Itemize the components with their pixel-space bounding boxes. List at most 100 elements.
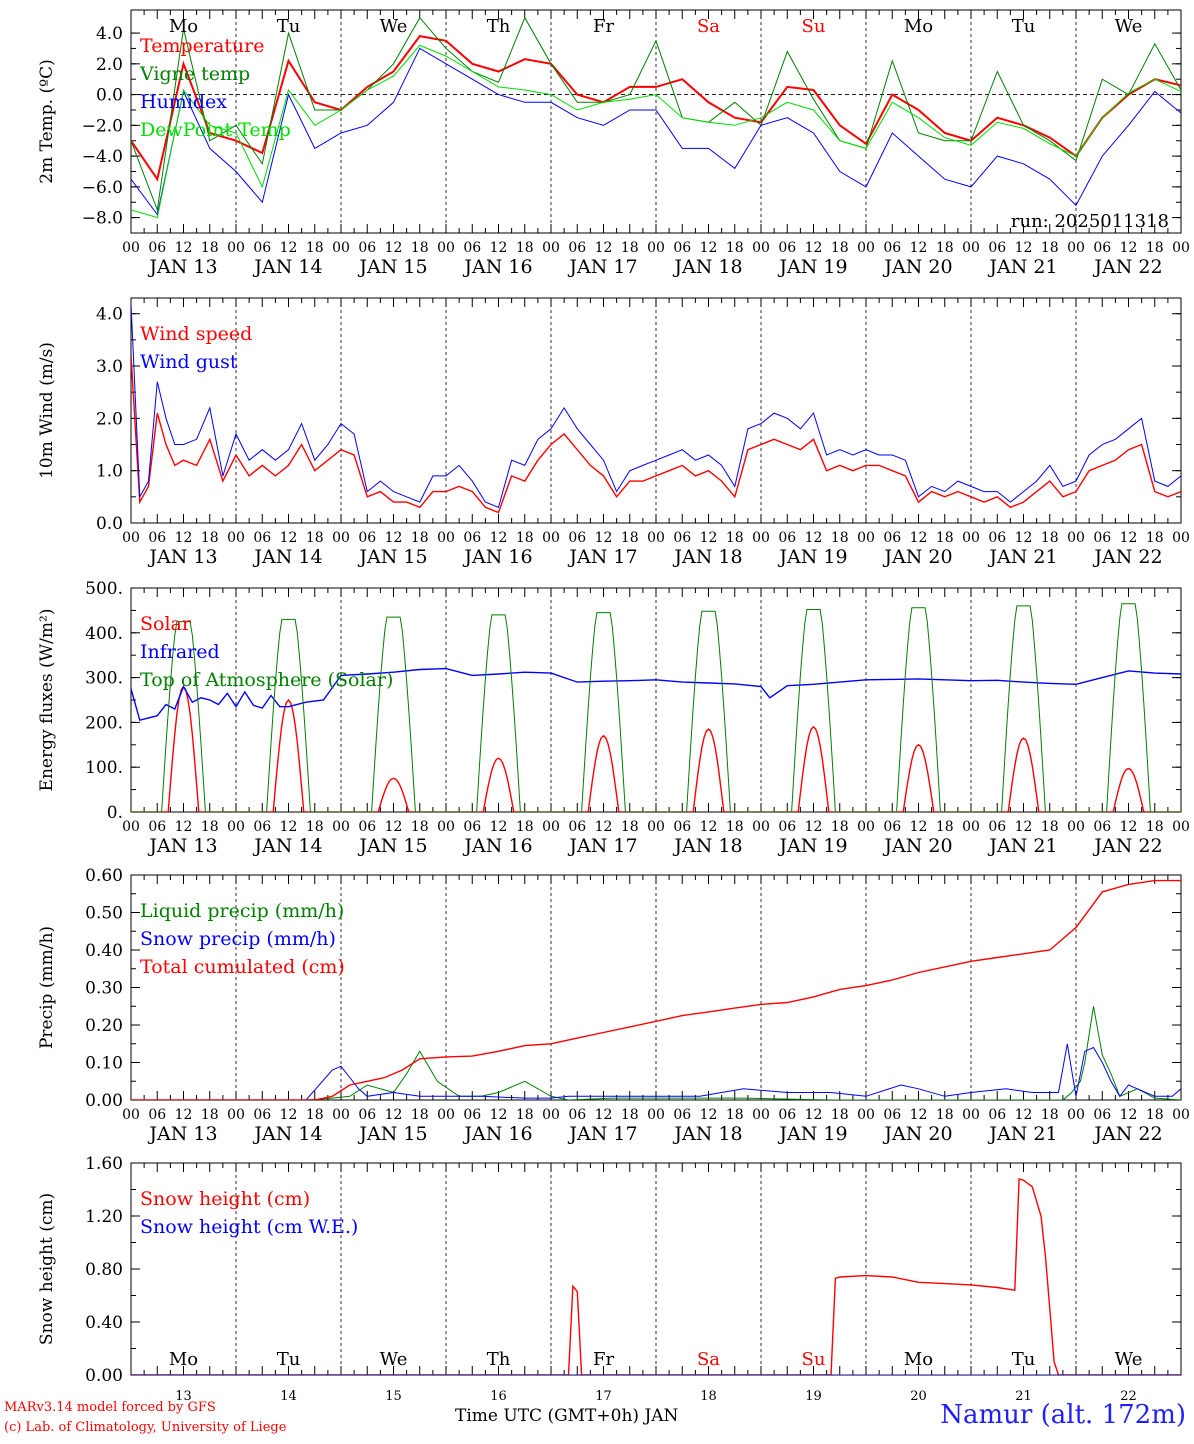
day-name-label: Sa (697, 16, 720, 37)
hour-tick-label: 06 (673, 530, 691, 546)
hour-tick-label: 00 (542, 1107, 560, 1123)
hour-tick-label: 12 (490, 240, 508, 256)
hour-tick-label: 06 (253, 240, 271, 256)
date-label: JAN 19 (777, 835, 847, 857)
hour-tick-label: 18 (621, 819, 639, 835)
y-tick-label: 3.0 (96, 357, 123, 377)
date-label: JAN 17 (567, 546, 637, 568)
day-name-label: Tu (1012, 16, 1036, 37)
hour-tick-label: 06 (148, 819, 166, 835)
hour-tick-label: 00 (962, 819, 980, 835)
hour-tick-label: 12 (700, 530, 718, 546)
y-axis-label: Energy fluxes (W/m²) (37, 609, 57, 792)
hour-tick-label: 00 (437, 1107, 455, 1123)
y-tick-label: 4.0 (96, 305, 123, 325)
day-name-label: Fr (593, 1349, 614, 1370)
hour-tick-label: 12 (490, 1107, 508, 1123)
date-label: JAN 19 (777, 1123, 847, 1145)
hour-tick-label: 18 (201, 530, 219, 546)
date-label: JAN 18 (672, 835, 742, 857)
hour-tick-label: 00 (122, 819, 140, 835)
hour-tick-label: 12 (175, 819, 193, 835)
day-number-label: 17 (595, 1389, 612, 1404)
panel-precip (130, 874, 1182, 1101)
hour-tick-label: 18 (201, 1107, 219, 1123)
date-label: JAN 15 (357, 835, 427, 857)
hour-tick-label: 06 (673, 1107, 691, 1123)
day-name-label: Mo (904, 1349, 933, 1370)
series-line (131, 16, 1181, 212)
hour-tick-label: 12 (595, 530, 613, 546)
hour-tick-label: 12 (1120, 819, 1138, 835)
hour-tick-label: 18 (1041, 819, 1059, 835)
hour-tick-label: 18 (726, 819, 744, 835)
hour-tick-label: 18 (936, 530, 954, 546)
hour-tick-label: 00 (857, 1107, 875, 1123)
hour-tick-label: 00 (227, 1107, 245, 1123)
series-line (131, 685, 1181, 812)
y-tick-label: 300. (85, 669, 123, 689)
legend-entry: Top of Atmosphere (Solar) (140, 669, 393, 691)
legend-entry: Snow height (cm W.E.) (140, 1216, 358, 1238)
hour-tick-label: 06 (673, 819, 691, 835)
hour-tick-label: 00 (227, 819, 245, 835)
series-line (131, 355, 1181, 514)
date-label: JAN 13 (147, 256, 217, 278)
date-label: JAN 22 (1092, 256, 1162, 278)
hour-tick-label: 06 (358, 819, 376, 835)
hour-tick-label: 00 (752, 530, 770, 546)
hour-tick-label: 00 (542, 530, 560, 546)
hour-tick-label: 00 (647, 1107, 665, 1123)
hour-tick-label: 00 (647, 530, 665, 546)
hour-tick-label: 00 (1067, 240, 1085, 256)
day-number-label: 20 (910, 1389, 927, 1404)
hour-tick-label: 06 (358, 1107, 376, 1123)
hour-tick-label: 12 (280, 240, 298, 256)
legend-entry: Wind speed (140, 323, 252, 345)
hour-tick-label: 06 (358, 240, 376, 256)
date-label: JAN 17 (567, 256, 637, 278)
hour-tick-label: 00 (332, 819, 350, 835)
hour-tick-label: 12 (1015, 240, 1033, 256)
date-label: JAN 14 (252, 546, 322, 568)
hour-tick-label: 06 (568, 240, 586, 256)
hour-tick-label: 18 (936, 240, 954, 256)
hour-tick-label: 00 (332, 1107, 350, 1123)
day-name-label: Fr (593, 16, 614, 37)
hour-tick-label: 00 (1172, 819, 1190, 835)
run-label: run: 2025011318 (1011, 211, 1169, 232)
legend-entry: Humidex (140, 91, 227, 113)
hour-tick-label: 06 (988, 530, 1006, 546)
hour-tick-label: 12 (385, 240, 403, 256)
date-label: JAN 19 (777, 256, 847, 278)
hour-tick-label: 06 (253, 1107, 271, 1123)
date-label: JAN 22 (1092, 1123, 1162, 1145)
hour-tick-label: 06 (778, 819, 796, 835)
series-line (131, 35, 1181, 182)
hour-tick-label: 18 (306, 530, 324, 546)
hour-tick-label: 00 (332, 530, 350, 546)
hour-tick-label: 18 (621, 530, 639, 546)
date-label: JAN 16 (462, 546, 532, 568)
date-label: JAN 21 (987, 546, 1057, 568)
panel-frame (130, 297, 1182, 524)
day-name-label: Tu (277, 16, 301, 37)
hour-tick-label: 18 (1146, 819, 1164, 835)
hour-tick-label: 06 (253, 530, 271, 546)
day-name-label: Su (802, 1349, 826, 1370)
legend-entry: Total cumulated (cm) (140, 956, 345, 978)
day-name-label: Su (802, 16, 826, 37)
hour-tick-label: 12 (910, 819, 928, 835)
hour-tick-label: 00 (752, 819, 770, 835)
hour-tick-label: 00 (122, 1107, 140, 1123)
hour-tick-label: 06 (883, 819, 901, 835)
hour-tick-label: 06 (463, 819, 481, 835)
day-name-label: We (380, 16, 408, 37)
hour-tick-label: 18 (621, 240, 639, 256)
series-line (131, 603, 1181, 812)
day-name-label: We (1115, 16, 1143, 37)
day-number-label: 14 (280, 1389, 297, 1404)
date-label: JAN 15 (357, 256, 427, 278)
date-label: JAN 21 (987, 256, 1057, 278)
